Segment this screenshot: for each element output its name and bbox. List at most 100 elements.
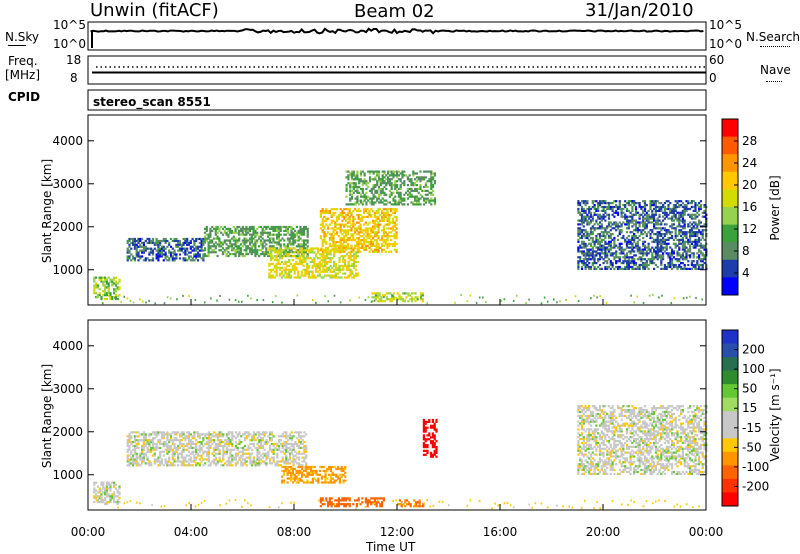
- heatmap-cell: [595, 267, 598, 270]
- heatmap-cell: [346, 208, 349, 211]
- heatmap-cell: [379, 178, 382, 181]
- heatmap-cell: [392, 203, 395, 206]
- heatmap-cell: [359, 241, 362, 244]
- heatmap-cell: [634, 225, 638, 228]
- heatmap-cell: [397, 195, 400, 198]
- heatmap-cell: [367, 185, 370, 189]
- heatmap-cell: [432, 184, 435, 187]
- heatmap-cell: [160, 450, 164, 453]
- heatmap-cell: [117, 295, 119, 298]
- heatmap-cell: [653, 240, 656, 243]
- heatmap-cell: [347, 176, 350, 179]
- heatmap-cell: [586, 263, 589, 267]
- heatmap-cell: [408, 191, 411, 194]
- heatmap-cell: [116, 288, 119, 291]
- heatmap-cell: [258, 439, 261, 442]
- heatmap-cell: [198, 435, 201, 438]
- heatmap-cell: [205, 452, 209, 455]
- heatmap-cell: [359, 225, 362, 228]
- heatmap-cell: [654, 200, 657, 203]
- heatmap-cell: [370, 197, 373, 200]
- heatmap-cell: [579, 202, 582, 205]
- heatmap-cell: [403, 170, 406, 173]
- heatmap-cell: [288, 247, 291, 250]
- heatmap-cell: [135, 243, 138, 246]
- heatmap-cell: [631, 258, 634, 261]
- heatmap-cell: [654, 223, 657, 226]
- heatmap-cell: [311, 247, 314, 250]
- heatmap-cell: [406, 197, 409, 200]
- heatmap-cell: [667, 217, 670, 220]
- heatmap-cell: [284, 272, 287, 275]
- heatmap-cell: [674, 233, 677, 236]
- heatmap-cell: [377, 227, 380, 230]
- heatmap-cell: [397, 203, 400, 206]
- heatmap-cell: [148, 433, 151, 436]
- heatmap-cell: [371, 292, 374, 295]
- heatmap-cell: [681, 219, 684, 222]
- heatmap-cell: [665, 223, 668, 226]
- heatmap-cell: [343, 241, 346, 244]
- heatmap-cell: [339, 244, 342, 247]
- heatmap-cell: [104, 294, 107, 297]
- heatmap-cell: [243, 431, 246, 434]
- heatmap-cell: [602, 262, 605, 265]
- heatmap-cell: [128, 439, 131, 442]
- heatmap-cell: [385, 187, 388, 191]
- heatmap-cell: [231, 442, 234, 446]
- heatmap-cell: [683, 219, 686, 222]
- heatmap-cell: [254, 251, 257, 254]
- heatmap-cell: [309, 270, 312, 273]
- heatmap-cell: [329, 274, 332, 277]
- heatmap-cell: [609, 246, 612, 249]
- heatmap-cell: [133, 446, 136, 449]
- heatmap-cell: [216, 444, 219, 448]
- heatmap-cell: [166, 431, 169, 434]
- heatmap-cell: [687, 238, 690, 241]
- heatmap-cell: [150, 448, 153, 451]
- heatmap-cell: [205, 437, 209, 440]
- heatmap-cell: [151, 249, 155, 252]
- heatmap-cell: [162, 239, 165, 243]
- heatmap-cell: [597, 204, 600, 207]
- heatmap-cell: [118, 286, 121, 289]
- heatmap-cell: [200, 237, 203, 241]
- heatmap-cell: [277, 239, 280, 242]
- heatmap-cell: [272, 456, 275, 459]
- heatmap-cell: [263, 241, 266, 244]
- heatmap-cell: [582, 260, 585, 263]
- heatmap-cell: [680, 225, 683, 228]
- heatmap-cell: [370, 300, 373, 303]
- heatmap-cell: [347, 274, 350, 277]
- heatmap-cell: [327, 253, 330, 256]
- heatmap-cell: [332, 219, 335, 222]
- heatmap-cell: [694, 265, 697, 269]
- heatmap-cell: [191, 257, 194, 260]
- heatmap-cell: [286, 276, 289, 279]
- heatmap-cell: [618, 258, 621, 261]
- heatmap-cell: [105, 297, 108, 301]
- heatmap-cell: [319, 210, 322, 213]
- heatmap-cell: [195, 446, 198, 449]
- heatmap-cell: [374, 170, 377, 173]
- heatmap-cell: [393, 223, 396, 226]
- heatmap-cell: [164, 241, 167, 244]
- heatmap-cell: [202, 452, 205, 455]
- heatmap-cell: [118, 501, 121, 504]
- heatmap-cell: [256, 464, 259, 467]
- heatmap-cell: [681, 209, 684, 212]
- heatmap-cell: [236, 442, 239, 446]
- heatmap-cell: [164, 257, 167, 260]
- heatmap-cell: [580, 246, 584, 249]
- heatmap-cell: [350, 250, 353, 253]
- heatmap-cell: [225, 460, 228, 463]
- heatmap-cell: [169, 435, 173, 438]
- heatmap-cell: [280, 251, 284, 254]
- heatmap-cell: [620, 213, 623, 216]
- heatmap-cell: [428, 170, 431, 173]
- heatmap-cell: [320, 262, 323, 266]
- heatmap-cell: [234, 237, 237, 240]
- heatmap-cell: [105, 485, 108, 488]
- heatmap-cell: [325, 210, 328, 213]
- heatmap-cell: [284, 262, 287, 266]
